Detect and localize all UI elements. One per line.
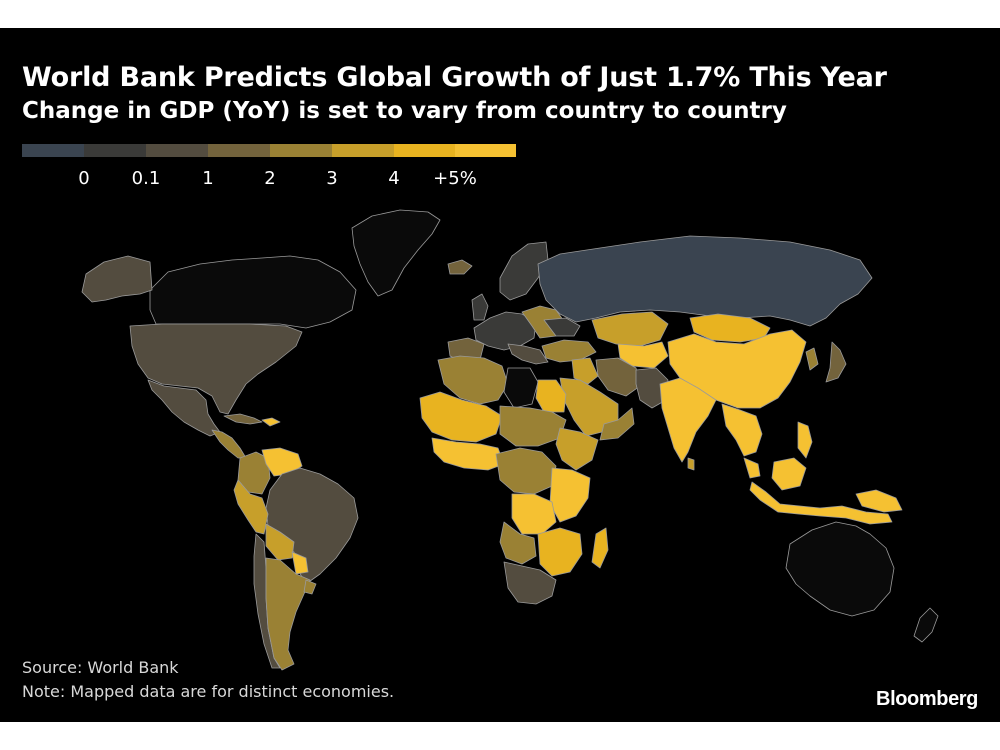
region-horn-of-africa: [555, 427, 599, 471]
region-central-africa: [495, 447, 557, 495]
region-north-africa-west: [437, 355, 509, 405]
legend-tick-label: 0.1: [131, 168, 161, 189]
region-congo: [511, 493, 557, 535]
region-angola: [499, 521, 537, 565]
legend-swatch-3: [146, 144, 208, 157]
region-libya: [503, 367, 539, 409]
legend-swatch-1: [22, 144, 84, 157]
region-papua: [855, 489, 903, 513]
region-mainland-se-asia: [721, 403, 763, 457]
region-korea: [805, 347, 819, 371]
chart-frame: World Bank Predicts Global Growth of Jus…: [0, 28, 1000, 722]
legend-swatch-8: [455, 144, 516, 157]
legend-tick-label: +5%: [433, 168, 477, 189]
region-indonesia: [749, 481, 893, 525]
legend-swatch-4: [208, 144, 270, 157]
region-russia: [537, 235, 873, 327]
region-malaysia: [743, 457, 761, 479]
region-sri-lanka: [687, 457, 695, 471]
region-china: [667, 329, 807, 409]
region-west-africa-coast: [431, 437, 505, 471]
color-legend: 0 0.1 1 2 3 4 +5%: [22, 144, 516, 194]
region-turkey: [541, 339, 597, 363]
legend-swatch-2: [84, 144, 146, 157]
legend-swatch-5: [270, 144, 332, 157]
region-central-america: [211, 429, 247, 459]
region-yemen-oman: [599, 407, 635, 441]
region-usa: [129, 323, 303, 415]
region-bolivia: [265, 523, 295, 561]
region-mozambique-zambia: [537, 527, 583, 577]
legend-swatch-7: [394, 144, 455, 157]
region-southern-africa: [503, 561, 557, 605]
region-canada: [149, 255, 357, 329]
region-madagascar: [591, 527, 609, 569]
region-east-africa: [549, 467, 591, 523]
region-italy-balkans: [507, 343, 549, 365]
region-philippines: [797, 421, 813, 459]
region-greenland: [351, 209, 441, 297]
data-note: Note: Mapped data are for distinct econo…: [22, 682, 395, 701]
region-australia: [785, 521, 895, 617]
region-caribbean: [223, 413, 263, 425]
region-egypt: [535, 379, 567, 413]
region-brazil: [265, 467, 359, 585]
legend-tick-label: 4: [388, 168, 400, 189]
region-iran: [595, 357, 641, 397]
legend-tick-label: 3: [326, 168, 338, 189]
region-uruguay: [303, 579, 317, 595]
legend-tick-label: 0: [78, 168, 90, 189]
bloomberg-logo: Bloomberg: [876, 688, 978, 710]
region-borneo: [771, 457, 807, 491]
region-paraguay: [291, 551, 309, 575]
region-hispaniola: [261, 417, 281, 427]
region-afghanistan-pakistan: [635, 367, 669, 409]
region-japan: [825, 341, 847, 383]
region-ukraine: [543, 317, 581, 337]
region-alaska: [81, 255, 153, 303]
region-sahel-west: [419, 391, 503, 443]
chart-title: World Bank Predicts Global Growth of Jus…: [22, 62, 887, 93]
legend-tick-label: 2: [264, 168, 276, 189]
region-iceland: [447, 259, 473, 275]
legend-swatch-6: [332, 144, 394, 157]
region-uk: [471, 293, 489, 321]
region-argentina: [265, 557, 311, 671]
region-iraq-syria: [571, 357, 599, 385]
region-peru: [233, 479, 269, 535]
region-kazakhstan: [591, 311, 669, 347]
chart-subtitle: Change in GDP (YoY) is set to vary from …: [22, 98, 787, 124]
source-note: Source: World Bank: [22, 658, 179, 677]
region-central-asia: [617, 341, 669, 369]
region-new-zealand: [913, 607, 939, 643]
legend-tick-label: 1: [202, 168, 214, 189]
world-map: [81, 209, 939, 671]
